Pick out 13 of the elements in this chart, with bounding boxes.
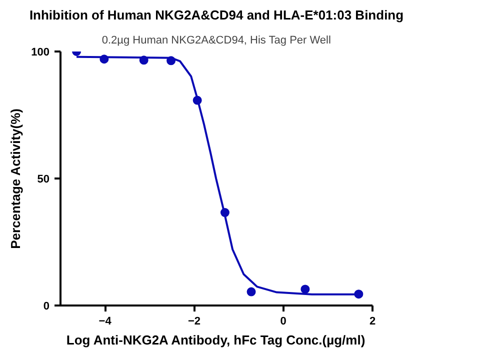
x-axis-title: Log Anti-NKG2A Antibody, hFc Tag Conc.(µg/ml) [66,332,366,348]
y-tick-label: 50 [37,174,50,186]
x-tick-label: −4 [98,316,112,328]
chart-subtitle: 0.2µg Human NKG2A&CD94, His Tag Per Well [102,34,331,46]
y-tick-label: 100 [31,46,50,58]
y-axis-title: Percentage Activity(%) [8,108,24,249]
x-tick-label: −2 [188,316,200,328]
x-tick-label: 0 [280,316,286,328]
x-tick-label: 2 [369,316,376,328]
y-tick-label: 0 [43,300,50,312]
point [300,284,310,294]
point [246,287,256,296]
chart-title: Inhibition of Human NKG2A&CD94 and HLA-E*01:03 Binding [29,8,404,22]
